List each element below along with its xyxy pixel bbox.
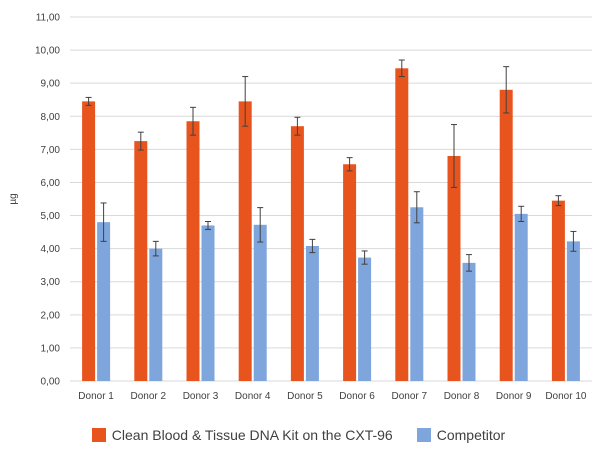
- legend-item-series-1: Clean Blood & Tissue DNA Kit on the CXT-…: [91, 427, 393, 443]
- y-tick-label: 4,00: [41, 244, 61, 255]
- bar: [410, 207, 424, 381]
- y-tick-label: 7,00: [41, 145, 61, 156]
- bar: [358, 257, 372, 381]
- bar: [566, 241, 580, 381]
- x-tick-label: Donor 2: [131, 391, 167, 402]
- y-tick-label: 10,00: [35, 46, 60, 57]
- x-tick-label: Donor 5: [287, 391, 323, 402]
- bar: [186, 121, 200, 382]
- bar: [514, 213, 528, 381]
- legend-label-series-1: Clean Blood & Tissue DNA Kit on the CXT-…: [111, 427, 393, 443]
- bar: [551, 200, 565, 381]
- legend-swatch-series-2: [416, 428, 431, 442]
- y-tick-label: 1,00: [41, 343, 61, 354]
- y-tick-label: 11,00: [36, 13, 61, 24]
- bar: [97, 222, 111, 381]
- y-tick-label: 9,00: [41, 79, 61, 90]
- bar: [253, 224, 267, 381]
- y-axis-title: µg: [8, 193, 19, 204]
- bar: [343, 164, 357, 381]
- legend-swatch-series-1: [91, 428, 106, 442]
- bar: [395, 68, 409, 382]
- x-tick-label: Donor 8: [444, 391, 480, 402]
- x-tick-label: Donor 9: [496, 391, 532, 402]
- y-tick-label: 0,00: [41, 377, 61, 388]
- bar: [82, 101, 96, 381]
- y-tick-label: 2,00: [41, 310, 61, 321]
- bar: [447, 155, 461, 381]
- x-tick-label: Donor 10: [545, 391, 587, 402]
- y-tick-label: 6,00: [41, 178, 61, 189]
- y-tick-label: 3,00: [41, 277, 61, 288]
- x-tick-label: Donor 6: [339, 391, 375, 402]
- y-tick-label: 5,00: [41, 211, 61, 222]
- x-tick-label: Donor 4: [235, 391, 271, 402]
- bar-chart-plot: 0,00 1,00 2,00 3,00 4,00 5,00 6,00 7,00 8,00 9,00…: [8, 13, 592, 402]
- legend-label-series-2: Competitor: [436, 427, 506, 443]
- bar: [201, 225, 215, 381]
- bar: [238, 101, 252, 381]
- x-tick-label: Donor 1: [78, 391, 114, 402]
- legend: Clean Blood & Tissue DNA Kit on the CXT-…: [0, 427, 597, 443]
- bar: [134, 141, 148, 381]
- x-tick-label: Donor 7: [392, 391, 428, 402]
- bar: [499, 89, 513, 382]
- bar: [290, 126, 304, 381]
- x-tick-label: Donor 3: [183, 391, 219, 402]
- bar: [462, 262, 476, 381]
- y-tick-label: 8,00: [41, 112, 61, 123]
- legend-item-series-2: Competitor: [416, 427, 506, 443]
- bar: [305, 245, 319, 381]
- bar: [149, 248, 163, 381]
